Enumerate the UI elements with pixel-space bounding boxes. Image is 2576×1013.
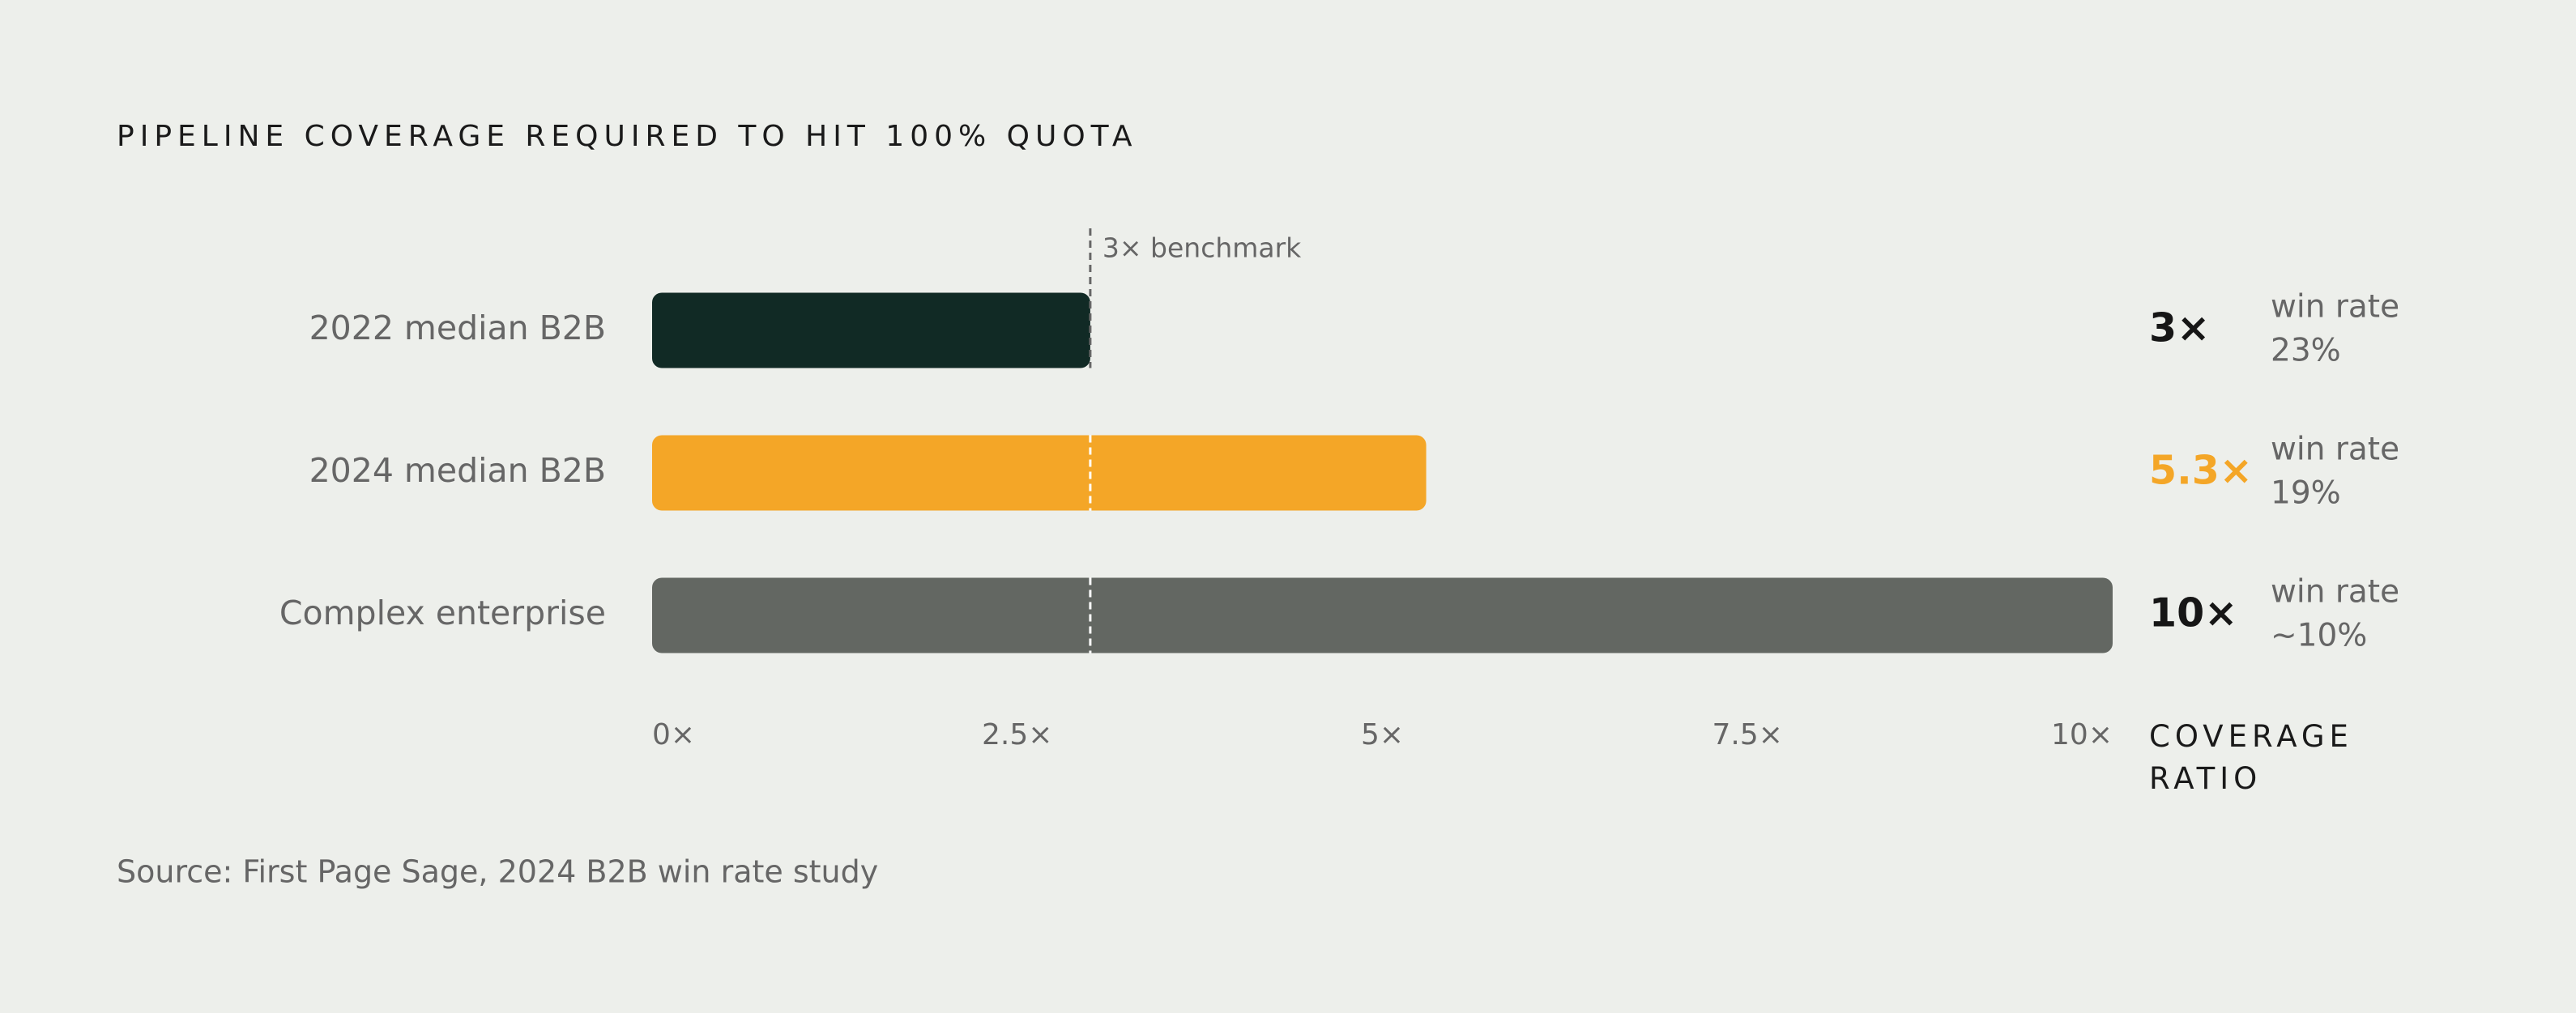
win-rate-value: ~10% [2271,618,2367,654]
x-tick-label: 2.5× [982,718,1052,751]
x-tick-label: 10× [2051,718,2113,751]
chart-title: PIPELINE COVERAGE REQUIRED TO HIT 100% Q… [117,120,1138,153]
value-label: 10× [2149,590,2237,636]
win-rate-label: win rate [2271,289,2399,326]
x-tick-label: 5× [1361,718,1404,751]
source: Source: First Page Sage, 2024 B2B win ra… [117,854,878,890]
x-axis-label: COVERAGE RATIO [2149,719,2353,796]
x-tick-label: 0× [652,718,695,751]
category-label: 2024 median B2B [309,451,606,490]
win-rate-value: 19% [2271,475,2341,512]
x-tick-label: 7.5× [1712,718,1783,751]
category-label: 2022 median B2B [309,309,606,347]
value-label: 5.3× [2149,448,2253,494]
win-rate-label: win rate [2271,574,2399,611]
value-label: 3× [2149,305,2210,351]
category-label: Complex enterprise [279,594,606,632]
bar [652,577,2113,653]
bar [652,292,1090,368]
win-rate-value: 23% [2271,333,2341,369]
benchmark-label: 3× benchmark [1102,232,1302,264]
win-rate-label: win rate [2271,432,2399,468]
bar [652,435,1427,511]
